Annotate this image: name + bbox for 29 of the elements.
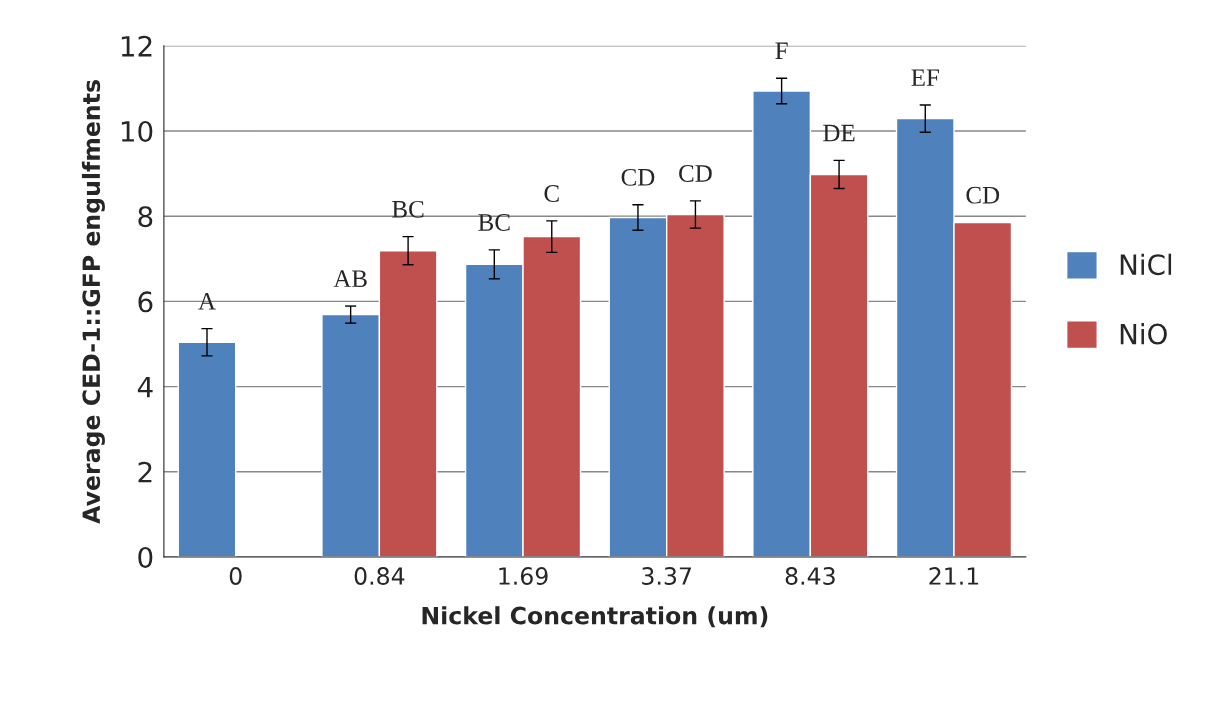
x-tick-label: 3.37 (642, 567, 691, 585)
y-tick-label: 12 (121, 35, 152, 57)
data-label: CD (966, 186, 1000, 204)
y-tick-label: 2 (138, 461, 152, 483)
x-tick-label: 21.1 (929, 567, 979, 585)
data-label: BC (392, 200, 424, 218)
y-tick-label: 6 (138, 291, 153, 313)
x-tick-label: 0.84 (354, 567, 405, 585)
data-label: C (544, 185, 559, 202)
legend-label: NiCl (1120, 253, 1172, 276)
legend-label: NiO (1120, 323, 1167, 345)
bar (177, 341, 237, 557)
y-axis-title: Average CED-1::GFP engulfments (81, 80, 105, 524)
data-label: BC (478, 214, 510, 231)
data-label: AB (333, 270, 367, 287)
y-tick-label: 8 (138, 206, 153, 228)
y-tick-label: 4 (137, 376, 153, 398)
data-label: CD (679, 165, 712, 182)
x-tick-label: 1.69 (499, 567, 548, 585)
y-tick-label: 10 (121, 120, 153, 142)
y-tick-label: 0 (138, 546, 153, 568)
data-label: F (775, 42, 788, 59)
data-label: DE (823, 124, 855, 142)
data-label: CD (621, 168, 655, 186)
data-label: EF (911, 69, 939, 86)
x-tick-label: 0 (229, 567, 242, 585)
x-tick-label: 8.43 (785, 567, 835, 585)
data-label: A (198, 292, 216, 310)
x-axis-title: Nickel Concentration (um) (422, 606, 768, 628)
